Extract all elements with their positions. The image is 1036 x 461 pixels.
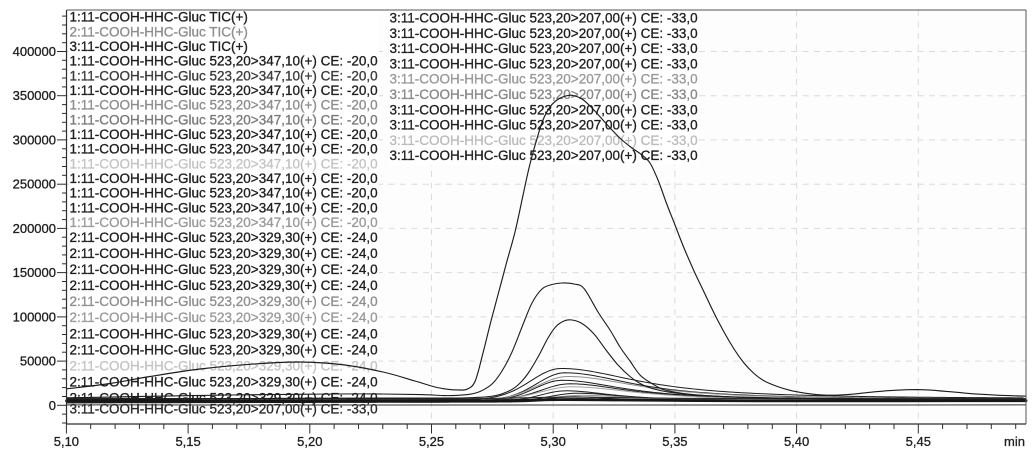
svg-text:2:11-COOH-HHC-Gluc 523,20>329,: 2:11-COOH-HHC-Gluc 523,20>329,30(+) CE: … bbox=[70, 326, 378, 341]
svg-text:350000: 350000 bbox=[13, 88, 56, 103]
svg-text:0: 0 bbox=[49, 398, 56, 413]
svg-text:250000: 250000 bbox=[13, 177, 56, 192]
svg-text:100000: 100000 bbox=[13, 309, 56, 324]
svg-text:1:11-COOH-HHC-Gluc 523,20>347,: 1:11-COOH-HHC-Gluc 523,20>347,10(+) CE: … bbox=[70, 83, 378, 98]
svg-text:3:11-COOH-HHC-Gluc 523,20>207,: 3:11-COOH-HHC-Gluc 523,20>207,00(+) CE: … bbox=[390, 26, 698, 41]
svg-text:1:11-COOH-HHC-Gluc 523,20>347,: 1:11-COOH-HHC-Gluc 523,20>347,10(+) CE: … bbox=[70, 127, 378, 142]
svg-text:1:11-COOH-HHC-Gluc 523,20>347,: 1:11-COOH-HHC-Gluc 523,20>347,10(+) CE: … bbox=[70, 215, 378, 230]
svg-text:1:11-COOH-HHC-Gluc TIC(+): 1:11-COOH-HHC-Gluc TIC(+) bbox=[70, 10, 248, 25]
svg-text:2:11-COOH-HHC-Gluc 523,20>329,: 2:11-COOH-HHC-Gluc 523,20>329,30(+) CE: … bbox=[70, 310, 378, 325]
svg-text:50000: 50000 bbox=[20, 354, 56, 369]
svg-text:5,45: 5,45 bbox=[906, 434, 931, 449]
svg-text:1:11-COOH-HHC-Gluc 523,20>347,: 1:11-COOH-HHC-Gluc 523,20>347,10(+) CE: … bbox=[70, 98, 378, 113]
svg-text:1:11-COOH-HHC-Gluc 523,20>347,: 1:11-COOH-HHC-Gluc 523,20>347,10(+) CE: … bbox=[70, 142, 378, 157]
svg-text:3:11-COOH-HHC-Gluc 523,20>207,: 3:11-COOH-HHC-Gluc 523,20>207,00(+) CE: … bbox=[390, 118, 698, 133]
svg-text:1:11-COOH-HHC-Gluc 523,20>347,: 1:11-COOH-HHC-Gluc 523,20>347,10(+) CE: … bbox=[70, 200, 378, 215]
svg-text:2:11-COOH-HHC-Gluc 523,20>329,: 2:11-COOH-HHC-Gluc 523,20>329,30(+) CE: … bbox=[70, 230, 378, 245]
svg-text:5,30: 5,30 bbox=[541, 434, 566, 449]
svg-text:3:11-COOH-HHC-Gluc 523,20>207,: 3:11-COOH-HHC-Gluc 523,20>207,00(+) CE: … bbox=[70, 401, 378, 416]
svg-text:2:11-COOH-HHC-Gluc TIC(+): 2:11-COOH-HHC-Gluc TIC(+) bbox=[70, 24, 248, 39]
svg-text:400000: 400000 bbox=[13, 44, 56, 59]
svg-text:2:11-COOH-HHC-Gluc 523,20>329,: 2:11-COOH-HHC-Gluc 523,20>329,30(+) CE: … bbox=[70, 342, 378, 357]
svg-text:5,20: 5,20 bbox=[297, 434, 322, 449]
svg-text:3:11-COOH-HHC-Gluc 523,20>207,: 3:11-COOH-HHC-Gluc 523,20>207,00(+) CE: … bbox=[390, 102, 698, 117]
svg-text:1:11-COOH-HHC-Gluc 523,20>347,: 1:11-COOH-HHC-Gluc 523,20>347,10(+) CE: … bbox=[70, 156, 378, 171]
svg-text:3:11-COOH-HHC-Gluc 523,20>207,: 3:11-COOH-HHC-Gluc 523,20>207,00(+) CE: … bbox=[390, 133, 698, 148]
svg-text:3:11-COOH-HHC-Gluc 523,20>207,: 3:11-COOH-HHC-Gluc 523,20>207,00(+) CE: … bbox=[390, 11, 698, 26]
svg-text:3:11-COOH-HHC-Gluc 523,20>207,: 3:11-COOH-HHC-Gluc 523,20>207,00(+) CE: … bbox=[390, 41, 698, 56]
svg-text:3:11-COOH-HHC-Gluc 523,20>207,: 3:11-COOH-HHC-Gluc 523,20>207,00(+) CE: … bbox=[390, 56, 698, 71]
svg-text:5,35: 5,35 bbox=[662, 434, 687, 449]
svg-text:3:11-COOH-HHC-Gluc 523,20>207,: 3:11-COOH-HHC-Gluc 523,20>207,00(+) CE: … bbox=[390, 72, 698, 87]
svg-text:3:11-COOH-HHC-Gluc 523,20>207,: 3:11-COOH-HHC-Gluc 523,20>207,00(+) CE: … bbox=[390, 87, 698, 102]
svg-text:200000: 200000 bbox=[13, 221, 56, 236]
svg-text:2:11-COOH-HHC-Gluc 523,20>329,: 2:11-COOH-HHC-Gluc 523,20>329,30(+) CE: … bbox=[70, 278, 378, 293]
svg-text:5,15: 5,15 bbox=[175, 434, 200, 449]
svg-text:5,25: 5,25 bbox=[419, 434, 444, 449]
svg-text:2:11-COOH-HHC-Gluc 523,20>329,: 2:11-COOH-HHC-Gluc 523,20>329,30(+) CE: … bbox=[70, 246, 378, 261]
svg-text:3:11-COOH-HHC-Gluc TIC(+): 3:11-COOH-HHC-Gluc TIC(+) bbox=[70, 39, 248, 54]
svg-text:5,10: 5,10 bbox=[54, 434, 79, 449]
svg-text:1:11-COOH-HHC-Gluc 523,20>347,: 1:11-COOH-HHC-Gluc 523,20>347,10(+) CE: … bbox=[70, 171, 378, 186]
svg-text:150000: 150000 bbox=[13, 265, 56, 280]
svg-text:2:11-COOH-HHC-Gluc 523,20>329,: 2:11-COOH-HHC-Gluc 523,20>329,30(+) CE: … bbox=[70, 294, 378, 309]
svg-text:1:11-COOH-HHC-Gluc 523,20>347,: 1:11-COOH-HHC-Gluc 523,20>347,10(+) CE: … bbox=[70, 112, 378, 127]
svg-text:1:11-COOH-HHC-Gluc 523,20>347,: 1:11-COOH-HHC-Gluc 523,20>347,10(+) CE: … bbox=[70, 186, 378, 201]
svg-text:3:11-COOH-HHC-Gluc 523,20>207,: 3:11-COOH-HHC-Gluc 523,20>207,00(+) CE: … bbox=[390, 148, 698, 163]
svg-text:1:11-COOH-HHC-Gluc 523,20>347,: 1:11-COOH-HHC-Gluc 523,20>347,10(+) CE: … bbox=[70, 68, 378, 83]
svg-text:1:11-COOH-HHC-Gluc 523,20>347,: 1:11-COOH-HHC-Gluc 523,20>347,10(+) CE: … bbox=[70, 54, 378, 69]
svg-text:min: min bbox=[1004, 434, 1025, 449]
svg-text:300000: 300000 bbox=[13, 132, 56, 147]
svg-text:5,40: 5,40 bbox=[784, 434, 809, 449]
svg-text:2:11-COOH-HHC-Gluc 523,20>329,: 2:11-COOH-HHC-Gluc 523,20>329,30(+) CE: … bbox=[70, 375, 378, 390]
svg-text:2:11-COOH-HHC-Gluc 523,20>329,: 2:11-COOH-HHC-Gluc 523,20>329,30(+) CE: … bbox=[70, 262, 378, 277]
